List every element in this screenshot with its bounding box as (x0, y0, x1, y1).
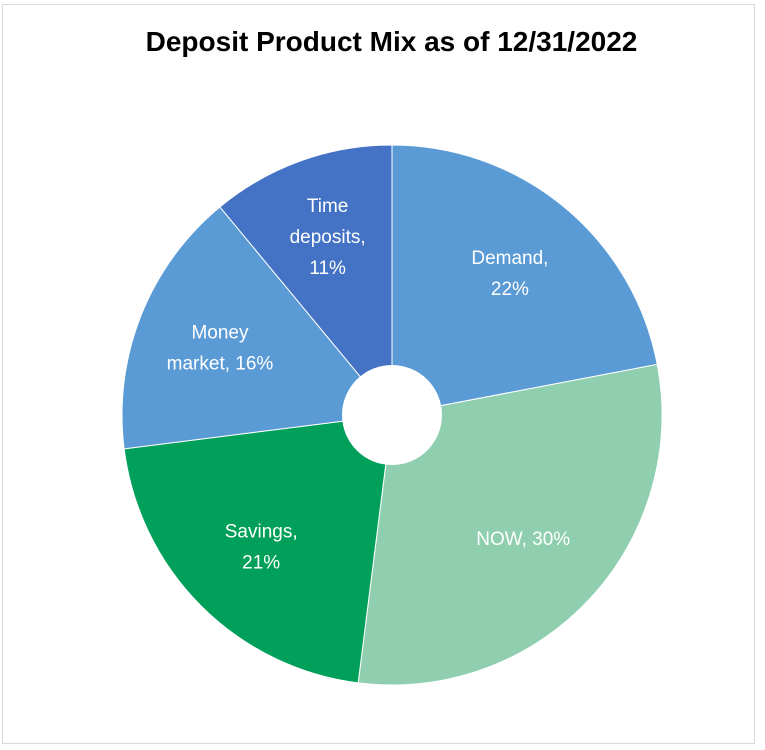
pie-slice-money-market (121, 206, 393, 450)
pie-slice-demand (391, 144, 658, 416)
donut-hole (342, 365, 442, 465)
chart-title: Deposit Product Mix as of 12/31/2022 (145, 26, 638, 57)
pie-slice-time-deposits (219, 144, 393, 417)
slice-label-demand: Demand, 22% (471, 248, 548, 300)
slice-label-savings: Savings, 21% (225, 521, 298, 573)
slice-label-money-market: Money market, 16% (167, 322, 274, 374)
pie-slice-savings (123, 414, 393, 684)
pie-slice-now (357, 363, 663, 686)
slice-label-time-deposits: Time deposits, 11% (290, 196, 366, 279)
slice-label-now: NOW, 30% (476, 529, 570, 550)
